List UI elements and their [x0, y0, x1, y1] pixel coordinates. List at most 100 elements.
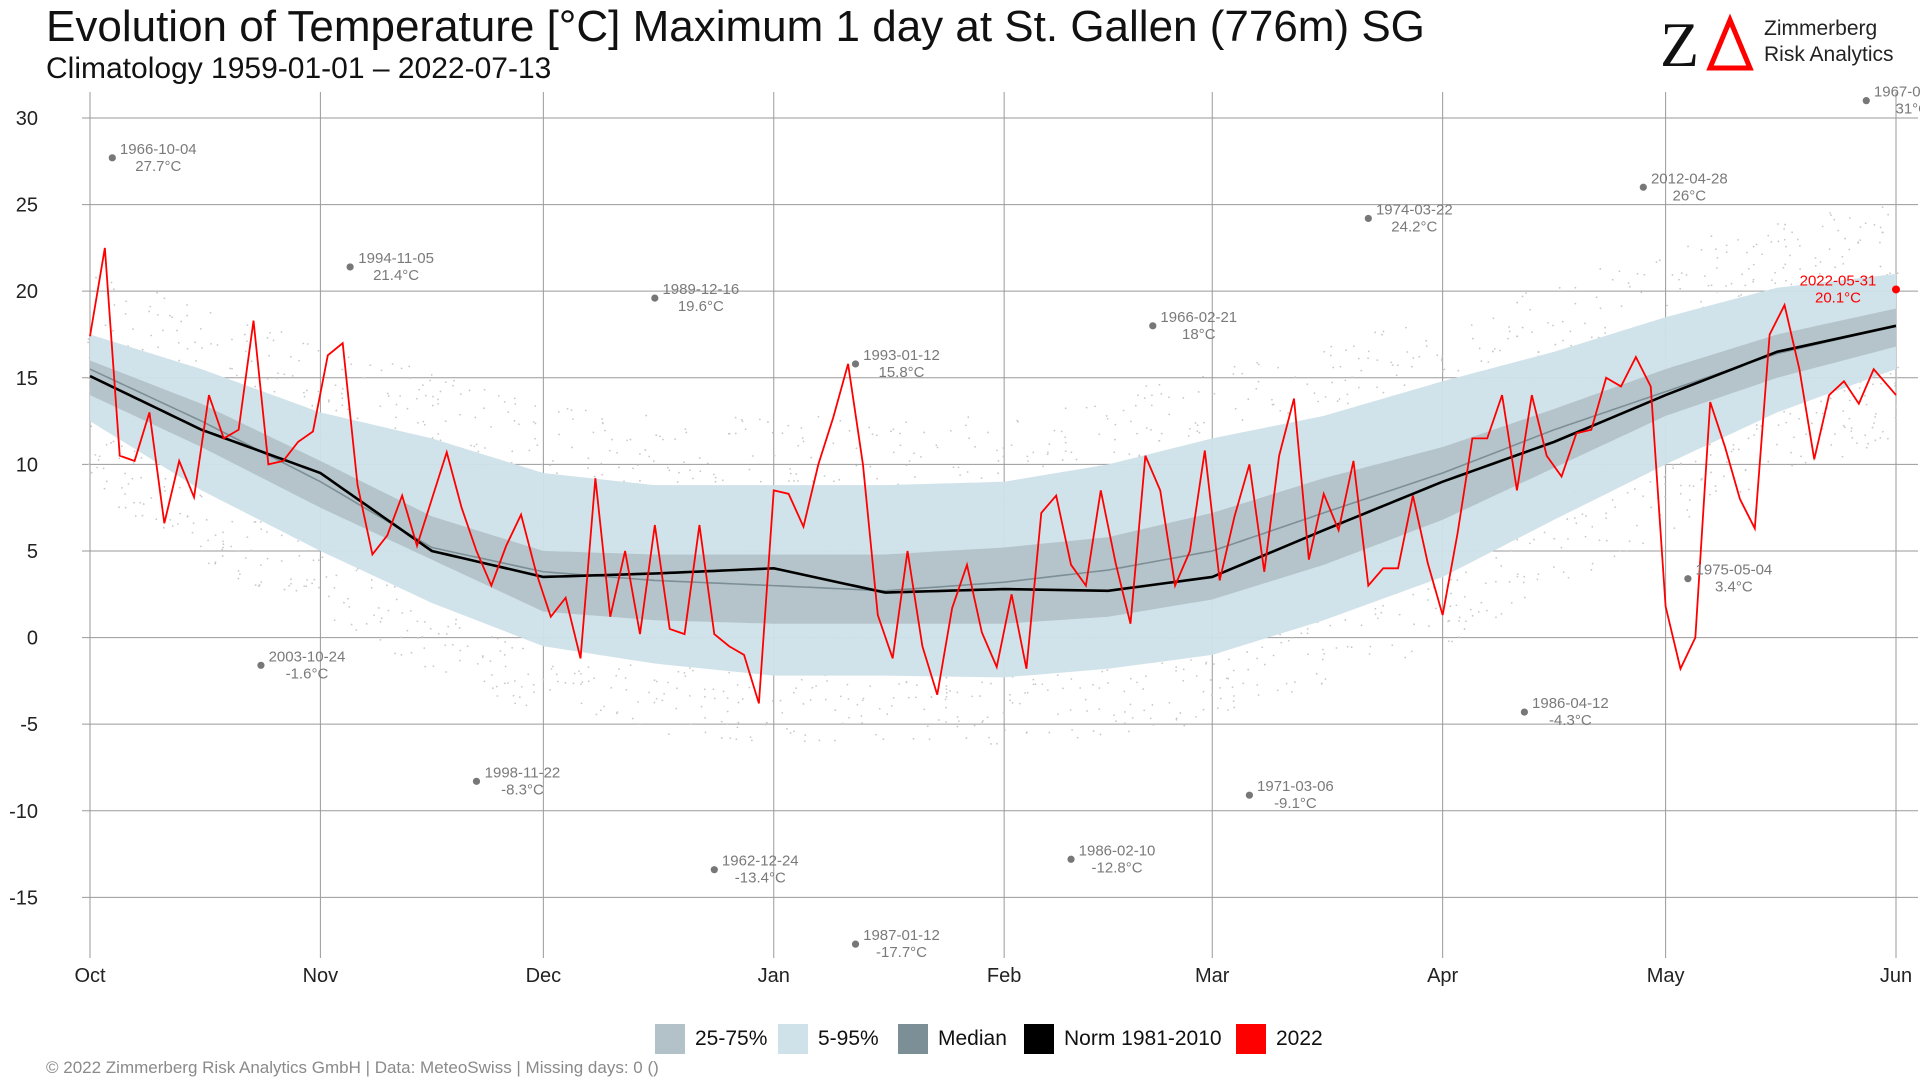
historical-point: [1841, 255, 1844, 258]
historical-point: [455, 618, 458, 621]
historical-point: [1605, 512, 1607, 515]
historical-point: [662, 438, 664, 441]
historical-point: [1874, 416, 1876, 418]
historical-point: [587, 666, 590, 669]
historical-point: [1672, 467, 1675, 469]
historical-point: [525, 704, 528, 707]
historical-point: [1004, 729, 1006, 732]
historical-point: [1182, 668, 1185, 671]
historical-point: [406, 629, 409, 632]
historical-point: [1494, 580, 1497, 583]
historical-point: [150, 497, 153, 499]
historical-point: [254, 584, 257, 587]
historical-point: [549, 464, 552, 467]
historical-point: [1688, 484, 1691, 487]
historical-point: [418, 388, 420, 391]
historical-point: [1569, 330, 1572, 333]
historical-point: [246, 536, 249, 538]
historical-point: [1346, 402, 1349, 405]
historical-point: [1834, 266, 1837, 269]
historical-point: [231, 338, 233, 341]
historical-point: [1376, 359, 1379, 362]
historical-point: [399, 394, 402, 397]
historical-point: [1449, 605, 1452, 608]
historical-point: [1190, 659, 1192, 661]
historical-point: [250, 549, 253, 552]
historical-point: [496, 637, 499, 640]
historical-point: [1131, 716, 1134, 719]
historical-point: [439, 439, 442, 442]
historical-point: [1263, 663, 1266, 666]
historical-point: [714, 480, 717, 483]
historical-point: [424, 665, 427, 668]
historical-point: [483, 407, 485, 410]
historical-point: [997, 472, 999, 475]
historical-point: [688, 694, 691, 697]
record-point: [108, 154, 116, 162]
historical-point: [1455, 604, 1458, 607]
historical-point: [1782, 266, 1785, 269]
x-tick-label: Apr: [1427, 965, 1458, 987]
legend-label: 5-95%: [818, 1027, 879, 1050]
historical-point: [1374, 331, 1377, 334]
historical-point: [1493, 347, 1496, 350]
historical-point: [587, 467, 590, 469]
historical-point: [257, 585, 260, 588]
historical-point: [584, 409, 587, 412]
historical-point: [483, 680, 486, 683]
historical-point: [1332, 366, 1335, 369]
historical-point: [186, 304, 189, 306]
historical-point: [1814, 264, 1817, 267]
historical-point: [1277, 366, 1279, 369]
historical-point: [1294, 376, 1297, 379]
historical-point: [157, 346, 160, 349]
historical-point: [956, 725, 959, 728]
historical-point: [801, 437, 804, 439]
historical-point: [1425, 345, 1428, 348]
historical-point: [1279, 409, 1282, 412]
historical-point: [1233, 695, 1235, 697]
historical-point: [369, 364, 372, 367]
historical-point: [685, 431, 688, 434]
historical-point: [667, 681, 669, 684]
historical-point: [1346, 393, 1349, 396]
historical-point: [1352, 345, 1355, 348]
historical-point: [503, 654, 506, 656]
historical-point: [923, 708, 926, 711]
historical-point: [1553, 537, 1556, 540]
historical-point: [1350, 646, 1353, 649]
record-value-label: 26°C: [1673, 187, 1707, 204]
historical-point: [580, 702, 583, 705]
historical-point: [311, 404, 314, 407]
historical-point: [355, 629, 358, 631]
historical-point: [363, 376, 366, 379]
historical-point: [169, 314, 171, 317]
historical-point: [458, 659, 461, 662]
historical-point: [989, 743, 992, 745]
historical-point: [1777, 223, 1779, 225]
historical-point: [869, 685, 872, 688]
historical-point: [1425, 339, 1428, 342]
historical-point: [1272, 654, 1275, 657]
historical-point: [1092, 730, 1095, 732]
historical-point: [573, 672, 576, 675]
historical-point: [176, 329, 178, 332]
historical-point: [1232, 700, 1235, 702]
historical-point: [1242, 682, 1245, 685]
historical-point: [1829, 212, 1832, 214]
historical-point: [1321, 658, 1324, 661]
historical-point: [303, 585, 306, 588]
historical-point: [199, 327, 202, 330]
historical-point: [1032, 451, 1035, 454]
historical-point: [720, 720, 723, 723]
historical-point: [244, 350, 247, 353]
historical-point: [615, 712, 618, 715]
historical-point: [432, 395, 434, 398]
historical-point: [1680, 272, 1683, 275]
historical-point: [1531, 331, 1533, 333]
historical-point: [1346, 645, 1349, 648]
historical-point: [417, 421, 419, 424]
chart-title: Evolution of Temperature [°C] Maximum 1 …: [46, 2, 1425, 51]
historical-point: [1570, 344, 1573, 347]
historical-point: [913, 476, 916, 478]
